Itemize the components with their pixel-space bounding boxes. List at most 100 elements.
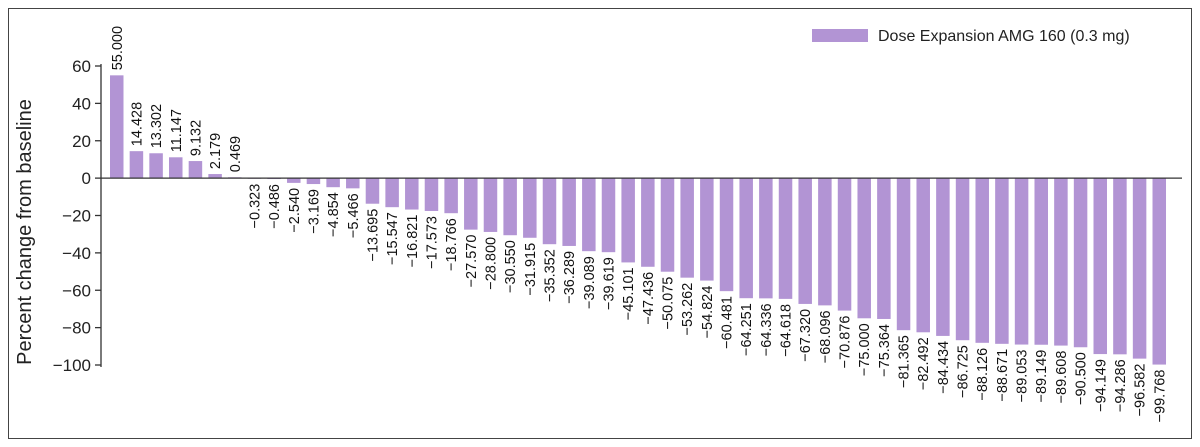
bar-value-label: −17.573 (425, 216, 441, 269)
bar (857, 178, 871, 319)
bar-value-label: −68.096 (818, 310, 834, 363)
bar (208, 174, 222, 179)
bar (444, 178, 458, 214)
bar-value-label: 13.302 (149, 104, 165, 148)
bar (798, 178, 812, 304)
bar (346, 178, 360, 189)
y-tick-label: 60 (72, 57, 91, 76)
bar-value-label: −88.671 (995, 349, 1011, 402)
bar (149, 153, 163, 179)
bar-value-label: −82.492 (916, 337, 932, 390)
bar-value-label: −2.540 (287, 188, 303, 233)
bar-value-label: −39.619 (602, 257, 618, 310)
legend: Dose Expansion AMG 160 (0.3 mg) (812, 28, 1130, 45)
bar (916, 178, 930, 333)
bar (1034, 178, 1048, 345)
bar-value-label: −60.481 (720, 296, 736, 349)
bar (778, 178, 793, 299)
legend-swatch (812, 29, 868, 42)
bar-value-label: −90.500 (1074, 352, 1090, 405)
bar (936, 178, 950, 336)
bar (601, 178, 616, 253)
bar (523, 178, 537, 238)
bar-value-label: −0.486 (267, 184, 283, 229)
bar-value-label: −13.695 (366, 209, 382, 262)
bar-value-label: −96.582 (1133, 364, 1149, 417)
bar (306, 178, 321, 185)
bar-value-label: −45.101 (621, 267, 637, 320)
bar (700, 178, 714, 281)
bar-value-label: −4.854 (326, 192, 342, 237)
bar-value-label: −99.768 (1152, 370, 1168, 423)
bar (719, 178, 734, 292)
y-tick-label: −80 (62, 319, 91, 338)
bar-value-label: −81.365 (897, 335, 913, 388)
chart-frame (8, 8, 1192, 439)
bar (483, 178, 498, 232)
y-tick-label: −40 (62, 244, 91, 263)
bar (582, 178, 596, 252)
bar-value-label: −47.436 (641, 272, 657, 325)
bar (896, 178, 911, 331)
bar (365, 178, 380, 204)
bar (405, 178, 419, 210)
bar-value-label: 9.132 (188, 120, 204, 156)
bar-value-label: −94.286 (1113, 359, 1129, 412)
bar (1093, 178, 1107, 355)
bar-value-label: −27.570 (464, 235, 480, 288)
bar (837, 178, 852, 311)
bar-value-label: −89.149 (1034, 350, 1050, 403)
y-tick-label: 40 (72, 94, 91, 113)
bar (562, 178, 576, 246)
y-tick-label: −20 (62, 207, 91, 226)
bar-value-label: −3.169 (307, 189, 323, 234)
bar (680, 178, 694, 278)
bar (1132, 178, 1147, 359)
y-axis-title: Percent change from baseline (14, 99, 36, 365)
bar-value-label: −36.289 (562, 251, 578, 304)
bar-value-label: −39.089 (582, 256, 598, 309)
bar (503, 178, 517, 236)
bar (110, 75, 124, 179)
bar-value-label: −84.434 (936, 341, 952, 394)
bar (1152, 178, 1167, 365)
bar (975, 178, 989, 343)
y-tick-label: 20 (72, 132, 91, 151)
y-tick-label: −100 (53, 356, 91, 375)
bar-value-label: −86.725 (956, 345, 972, 398)
bar-value-label: −67.320 (798, 309, 814, 362)
y-tick-label: −60 (62, 281, 91, 300)
bar-value-label: −64.336 (759, 303, 775, 356)
bar-value-label: 55.000 (110, 26, 126, 70)
bar-value-label: −53.262 (680, 283, 696, 336)
bar-value-label: −15.547 (385, 212, 401, 265)
bar (641, 178, 655, 267)
bar-value-label: −18.766 (444, 218, 460, 271)
y-tick-label: 0 (82, 169, 91, 188)
bar (169, 157, 183, 179)
bar-value-label: −50.075 (661, 277, 677, 330)
bar-value-label: −5.466 (346, 193, 362, 238)
bar-value-label: −0.323 (247, 184, 263, 229)
bar-value-label: −28.800 (484, 237, 500, 290)
bar-value-label: −75.364 (877, 324, 893, 377)
bar (542, 178, 557, 245)
bar-value-label: −35.352 (543, 249, 559, 302)
bar-value-label: −54.824 (700, 286, 716, 339)
bar-value-label: −16.821 (405, 215, 421, 268)
bar-value-label: −70.876 (838, 316, 854, 369)
bar (1014, 178, 1029, 345)
bar-value-label: −75.000 (857, 323, 873, 376)
bar-value-label: 11.147 (169, 109, 185, 152)
bar (621, 178, 635, 263)
bar (955, 178, 970, 341)
bar (464, 178, 478, 230)
bar-value-label: −30.550 (503, 240, 519, 293)
bar (385, 178, 399, 208)
legend-label: Dose Expansion AMG 160 (0.3 mg) (878, 28, 1130, 45)
y-axis: 60 40 20 0 −20 −40 −60 −80 −100 (53, 57, 102, 375)
bars (110, 75, 1167, 365)
bar-value-label: 0.469 (228, 136, 244, 172)
